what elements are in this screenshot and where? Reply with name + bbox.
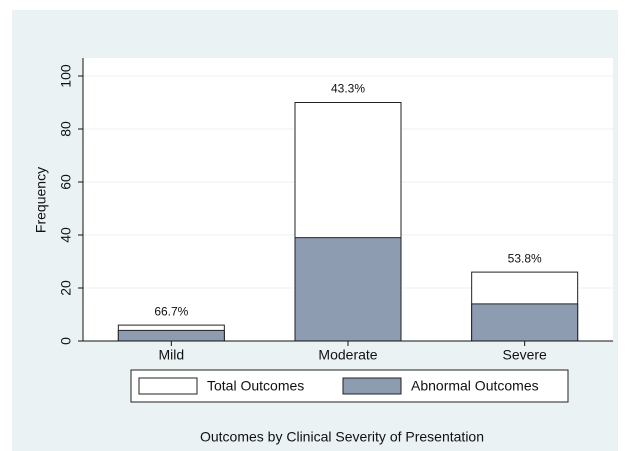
legend-swatch	[342, 377, 402, 395]
legend-label: Abnormal Outcomes	[411, 378, 539, 394]
x-tick-label: Moderate	[318, 347, 377, 363]
bar-label: 66.7%	[154, 304, 188, 318]
y-tick-label: 40	[58, 227, 74, 243]
legend-swatch	[138, 377, 198, 395]
chart-title: Outcomes by Clinical Severity of Present…	[200, 429, 484, 445]
y-tick-label: 0	[58, 337, 74, 345]
bar	[471, 303, 579, 342]
y-tick-label: 20	[58, 280, 74, 296]
x-tick-label: Mild	[158, 347, 184, 363]
legend-label: Total Outcomes	[207, 378, 304, 394]
y-tick-label: 100	[58, 64, 74, 88]
x-tick-label: Severe	[502, 347, 547, 363]
bar-label: 43.3%	[331, 82, 365, 96]
y-tick-label: 60	[58, 174, 74, 190]
y-tick-label: 80	[58, 121, 74, 137]
bar-label: 53.8%	[508, 251, 542, 265]
bar	[294, 237, 402, 342]
bar	[117, 329, 225, 342]
y-axis-label: Frequency	[33, 167, 49, 233]
